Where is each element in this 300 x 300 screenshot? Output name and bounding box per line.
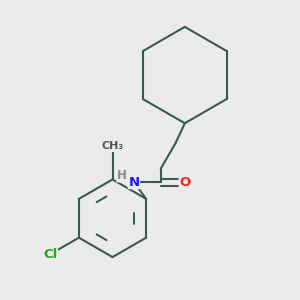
Text: Cl: Cl xyxy=(43,248,58,261)
Text: O: O xyxy=(179,176,190,189)
Text: H: H xyxy=(117,169,127,182)
Text: CH₃: CH₃ xyxy=(101,142,124,152)
Text: N: N xyxy=(128,176,140,189)
